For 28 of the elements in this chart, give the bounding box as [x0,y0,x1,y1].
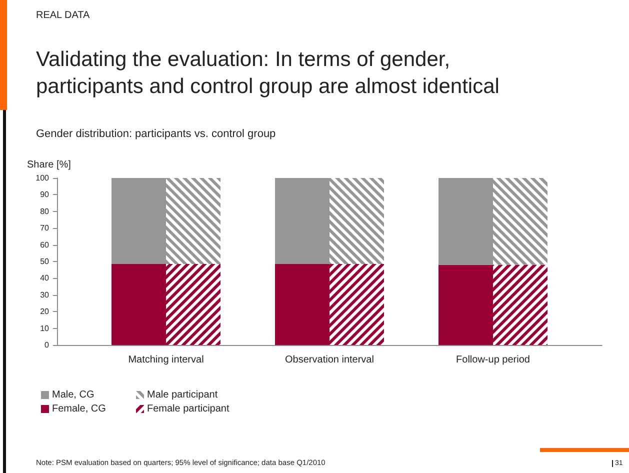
bar [112,178,166,264]
bar [438,178,493,265]
y-tick-label: 20 [40,307,50,316]
y-tick-label: 100 [36,174,50,182]
legend-label: Male participant [147,390,218,400]
bar [275,178,330,264]
text: REAL DATA [36,10,90,21]
legend-label: Female, CG [52,404,106,414]
x-tick-label: Matching interval [128,354,204,366]
y-tick-label: 60 [40,240,50,250]
y-tick-label: 0 [44,340,50,350]
y-tick-label: 90 [40,190,50,200]
y-tick-label: 30 [40,290,50,300]
y-tick-label: 10 [40,324,50,333]
y-tick-label: 80 [40,206,50,216]
bar [112,264,166,345]
legend-label: Female participant [147,404,230,414]
chart-title: Validating the evaluation: In terms of gender, participants and control group are almost identical [36,47,500,100]
y-tick-label: 50 [40,257,50,266]
chart-subtitle: Gender distribution: participants vs. control group [36,128,276,140]
bar [275,264,330,345]
legend-label: Male, CG [52,390,94,400]
bar [438,264,493,345]
x-tick-label: Observation interval [285,354,374,366]
y-tick-label: 70 [40,224,50,233]
x-tick-label: Follow-up period [456,354,530,366]
y-tick-label: 40 [40,274,50,283]
y-axis-title: Share [%] [27,160,72,170]
